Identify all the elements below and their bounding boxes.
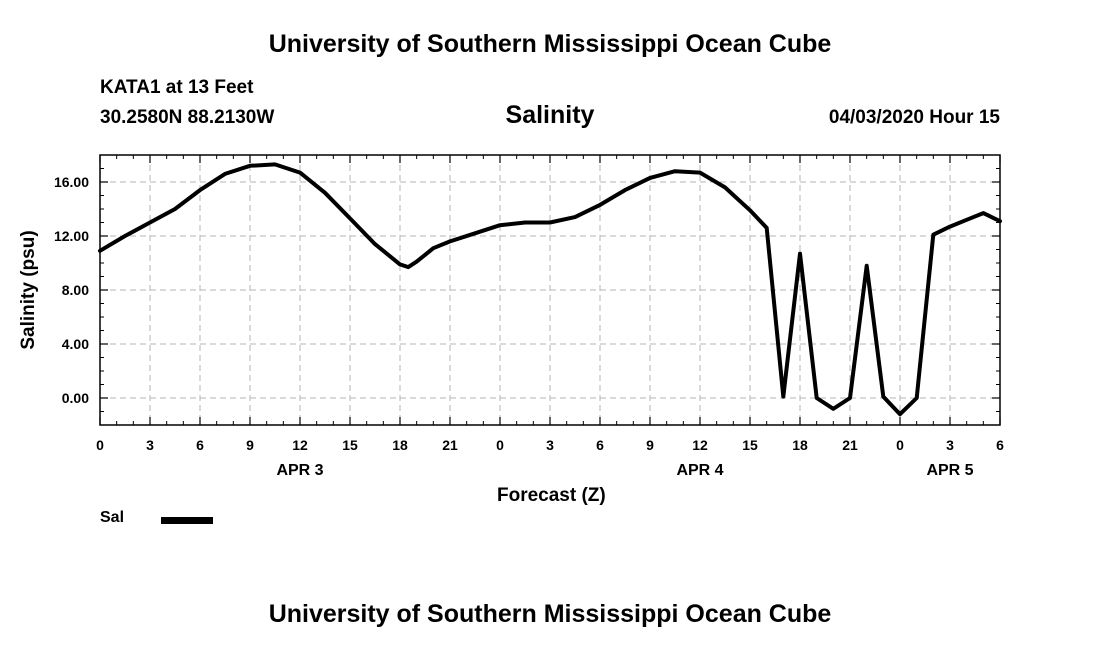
y-tick-labels: 0.00 4.00 8.00 12.00 16.00 xyxy=(54,174,89,406)
plot-frame xyxy=(99,154,1001,426)
x-tick-label: 6 xyxy=(196,437,204,453)
x-tick-label: 3 xyxy=(146,437,154,453)
x-tick-label: 15 xyxy=(342,437,358,453)
x-tick-label: 12 xyxy=(692,437,708,453)
x-tick-label: 9 xyxy=(646,437,654,453)
day-label: APR 3 xyxy=(276,462,323,479)
location-label: 30.2580N 88.2130W xyxy=(100,107,275,128)
x-tick-label: 0 xyxy=(896,437,904,453)
date-label: 04/03/2020 Hour 15 xyxy=(828,107,1000,128)
legend-swatch xyxy=(161,517,213,524)
day-label: APR 5 xyxy=(926,462,973,479)
chart-title: Salinity xyxy=(505,101,595,129)
x-tick-label: 15 xyxy=(742,437,758,453)
x-tick-label: 12 xyxy=(292,437,308,453)
legend-label: Sal xyxy=(100,509,125,526)
y-tick-label: 4.00 xyxy=(62,336,89,352)
x-tick-label: 21 xyxy=(842,437,858,453)
x-tick-label: 18 xyxy=(392,437,408,453)
x-tick-label: 21 xyxy=(442,437,458,453)
x-tick-label: 9 xyxy=(246,437,254,453)
x-axis-label: Forecast (Z) xyxy=(497,485,606,506)
y-axis-label: Salinity (psu) xyxy=(18,230,39,349)
station-label: KATA1 at 13 Feet xyxy=(100,77,254,98)
y-tick-label: 0.00 xyxy=(62,390,89,406)
footer-title: University of Southern Mississippi Ocean… xyxy=(268,600,832,628)
series-line-sal xyxy=(98,162,1002,417)
grid-lines xyxy=(99,155,1001,425)
chart-header-title: University of Southern Mississippi Ocean… xyxy=(268,30,832,58)
day-label: APR 4 xyxy=(676,462,723,479)
day-labels: APR 3 APR 4 APR 5 xyxy=(276,462,973,479)
x-tick-label: 0 xyxy=(496,437,504,453)
x-tick-label: 0 xyxy=(96,437,104,453)
y-tick-label: 16.00 xyxy=(54,174,89,190)
x-tick-label: 3 xyxy=(546,437,554,453)
y-tick-label: 8.00 xyxy=(62,282,89,298)
x-tick-label: 18 xyxy=(792,437,808,453)
x-tick-labels: 0 3 6 9 12 15 18 21 0 3 6 9 12 15 18 21 0 3 6 xyxy=(96,437,1004,453)
x-tick-label: 6 xyxy=(596,437,604,453)
x-tick-label: 3 xyxy=(946,437,954,453)
x-tick-label: 6 xyxy=(996,437,1004,453)
y-tick-label: 12.00 xyxy=(54,228,89,244)
